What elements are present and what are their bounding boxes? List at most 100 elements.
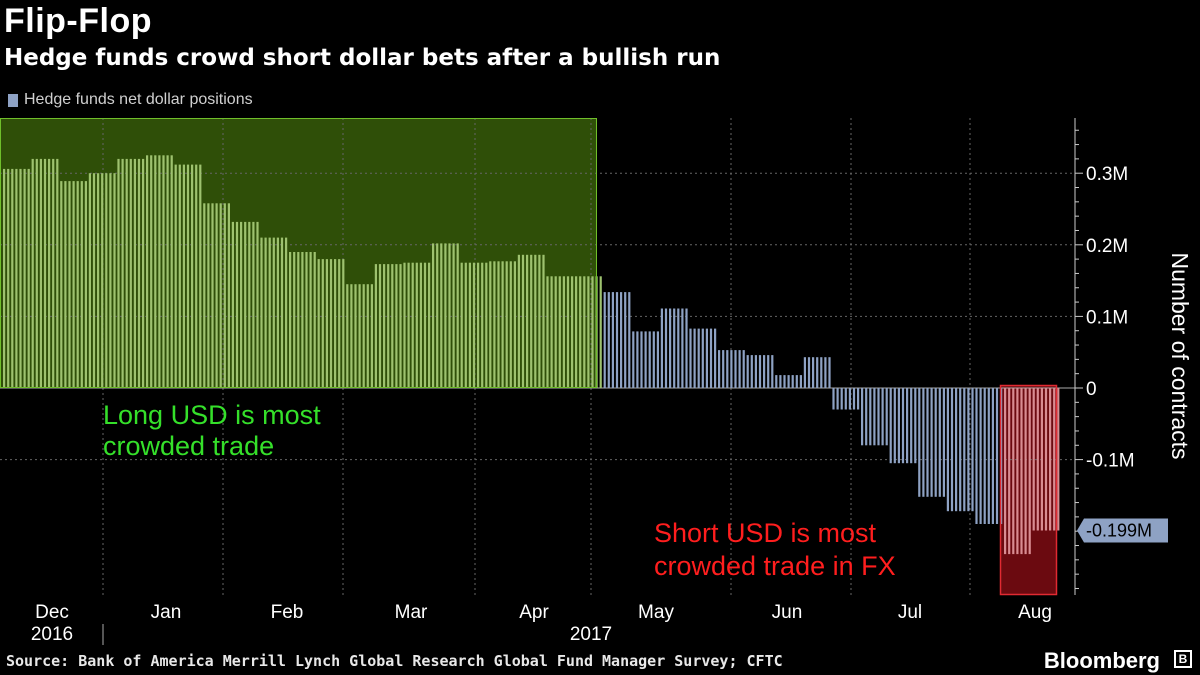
bar	[689, 328, 717, 388]
bar-stripe	[362, 284, 365, 388]
bar	[60, 181, 87, 388]
bar-stripe	[170, 155, 173, 388]
bar	[1032, 388, 1060, 531]
x-month-label: Aug	[1018, 602, 1052, 623]
bar-stripe	[383, 264, 386, 388]
bar-stripe	[48, 158, 51, 388]
bar-stripe	[121, 158, 124, 388]
bar	[775, 375, 802, 388]
x-month-label: Jan	[151, 602, 182, 623]
bar-stripe	[395, 264, 398, 388]
x-month-label: Feb	[271, 602, 304, 623]
bar-stripe	[305, 252, 308, 388]
bar-stripe	[39, 158, 42, 388]
short-usd-annotation: Short USD is most	[654, 518, 877, 548]
bloomberg-logo: Bloomberg	[1043, 648, 1160, 673]
bar-stripe	[620, 292, 623, 388]
bar-stripe	[530, 254, 533, 388]
bar-stripe	[56, 158, 59, 388]
bar-stripe	[1028, 388, 1031, 555]
bar-stripe	[644, 331, 647, 388]
bar-stripe	[664, 308, 668, 388]
bar-stripe	[493, 261, 496, 388]
bar-stripe	[914, 388, 917, 464]
bar-stripe	[505, 261, 508, 388]
latest-value-box	[1077, 518, 1168, 543]
bar	[432, 243, 459, 388]
bar-stripe	[987, 388, 990, 524]
bar	[803, 357, 831, 388]
bar-stripe	[456, 243, 459, 388]
bar-stripe	[268, 237, 271, 388]
x-month-label: May	[638, 602, 674, 623]
bar-stripe	[901, 388, 905, 464]
bar-stripe	[722, 350, 725, 388]
bar-stripe	[378, 264, 382, 388]
bar-stripe	[571, 276, 574, 388]
bar-stripe	[72, 181, 75, 388]
bar-stripe	[329, 259, 333, 388]
bar-stripe	[1044, 388, 1048, 531]
y-tick-label: 0.2M	[1086, 236, 1128, 257]
bar-stripe	[436, 243, 439, 388]
bar-stripe	[256, 221, 259, 388]
bar-stripe	[293, 252, 296, 388]
bar-stripe	[660, 308, 663, 388]
bar-stripe	[889, 388, 892, 464]
bar-stripe	[211, 203, 214, 388]
bar-stripe	[428, 262, 431, 388]
y-tick-label: 0.3M	[1086, 164, 1128, 185]
bar-stripe	[309, 252, 312, 388]
bar-stripe	[513, 261, 516, 388]
bar-stripe	[317, 259, 320, 388]
bar-stripe	[816, 357, 819, 388]
bar-stripe	[154, 155, 157, 388]
bar-stripe	[411, 262, 414, 388]
bar-stripe	[178, 164, 181, 388]
bar-stripe	[897, 388, 900, 464]
bar-stripe	[950, 388, 954, 512]
bar-stripe	[554, 276, 557, 388]
bar-stripe	[526, 254, 529, 388]
bar-stripe	[807, 357, 811, 388]
bar-stripe	[624, 292, 627, 388]
bar-stripe	[133, 158, 136, 388]
bar-stripe	[861, 388, 864, 446]
bar-stripe	[325, 259, 328, 388]
bar-stripe	[358, 284, 361, 388]
bar-stripe	[125, 158, 128, 388]
bar-stripe	[301, 252, 304, 388]
bar-stripe	[346, 284, 349, 388]
bar-stripe	[718, 350, 721, 388]
bar-stripe	[975, 388, 978, 524]
bar-stripe	[52, 158, 55, 388]
bar-stripe	[387, 264, 390, 388]
bar-stripe	[497, 261, 500, 388]
bar-stripe	[775, 375, 778, 388]
bar-stripe	[742, 350, 745, 388]
bar-stripe	[162, 155, 165, 388]
bar-stripe	[955, 388, 958, 512]
bar-stripe	[1036, 388, 1039, 531]
bar-stripe	[575, 276, 578, 388]
bar-stripe	[199, 164, 202, 388]
bar	[946, 388, 974, 512]
bar-stripe	[791, 375, 794, 388]
bar-stripe	[1020, 388, 1023, 555]
bar-stripe	[656, 331, 659, 388]
bar	[117, 158, 145, 388]
bar-stripe	[857, 388, 860, 410]
bar-stripe	[517, 254, 520, 388]
bar-stripe	[350, 284, 353, 388]
bar-stripe	[734, 350, 737, 388]
bar-stripe	[97, 173, 100, 388]
bar	[517, 254, 545, 388]
bar-stripe	[485, 262, 488, 388]
bar-stripe	[366, 284, 369, 388]
bar-stripe	[146, 155, 149, 388]
bar	[660, 308, 688, 388]
bar-stripe	[906, 388, 909, 464]
y-tick-label: 0	[1086, 379, 1097, 400]
bar-stripe	[824, 357, 827, 388]
